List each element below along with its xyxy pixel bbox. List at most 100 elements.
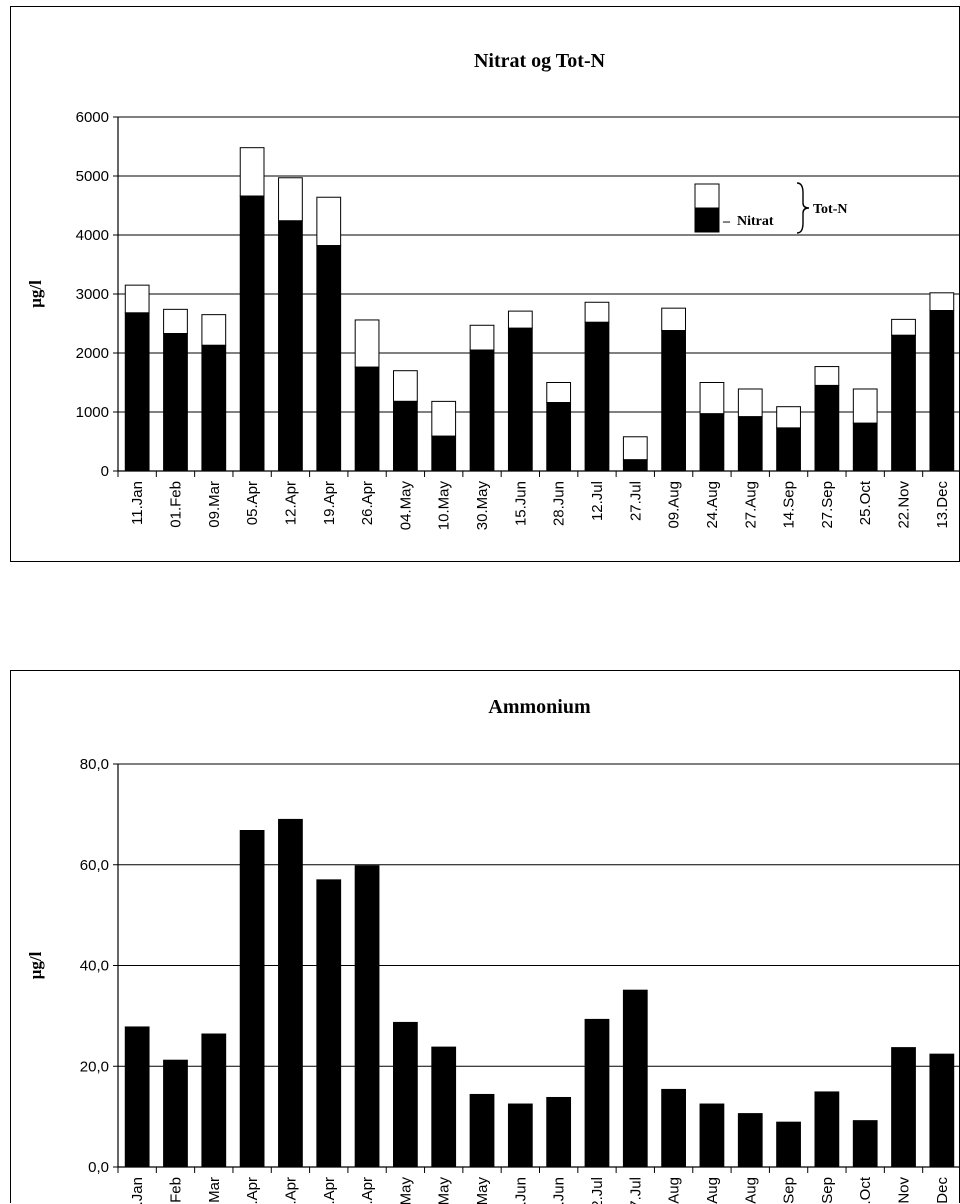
x-tick-label: 10.May — [436, 1177, 453, 1204]
nitrat-totn-chart: Nitrat og Tot-N µg/l 0 1000 2000 3000 4000 50… — [26, 50, 960, 530]
bar-totn-15.Jun — [507, 310, 533, 329]
bar-totn-19.Apr — [316, 196, 342, 247]
ammonium-chart: Ammonium µg/l 0,0 20,0 40,0 60,0 80,0 11.Jan… — [26, 696, 960, 1204]
y-tick-label: 6000 — [76, 109, 109, 126]
x-tick-label: 14.Sep — [781, 481, 798, 529]
bar-27.Aug — [737, 1113, 763, 1168]
x-tick-label: 09.Mar — [206, 1177, 223, 1204]
y-tick-label: 1000 — [76, 404, 109, 421]
x-tick-label: 10.May — [436, 481, 453, 531]
x-tick-label: 15.Jun — [512, 1177, 529, 1204]
bar-nitrat-13.Dec — [929, 310, 955, 472]
x-tick-label: 28.Jun — [551, 1177, 568, 1204]
bar-totn-24.Aug — [699, 382, 725, 415]
bar-totn-01.Feb — [163, 308, 188, 335]
bar-nitrat-27.Aug — [737, 416, 763, 472]
bar-nitrat-12.Jul — [584, 321, 610, 472]
x-tick-label: 12.Jul — [589, 481, 606, 521]
x-tick-label: 19.Apr — [321, 481, 338, 525]
x-tick-labels: 11.Jan 01.Feb 09.Mar 05.Apr 12.Apr 19.Apr 26.A… — [129, 480, 951, 530]
x-tick-label: 15.Jun — [512, 481, 529, 526]
bar-nitrat-12.Apr — [278, 220, 303, 472]
x-tick-label: 27.Aug — [742, 1177, 759, 1204]
x-tick-label: 27.Aug — [742, 481, 759, 529]
x-tick-label: 12.Apr — [282, 1177, 299, 1204]
legend-brace-icon — [796, 182, 810, 234]
x-tick-label: 24.Aug — [704, 481, 721, 529]
bar-nitrat-22.Nov — [891, 334, 916, 472]
legend-label-nitrat: Nitrat — [737, 214, 774, 229]
y-tick-label: 20,0 — [80, 1058, 109, 1075]
bar-05.Apr — [239, 829, 265, 1168]
bar-nitrat-26.Apr — [354, 366, 380, 472]
bar-totn-27.Sep — [814, 366, 840, 386]
x-tick-label: 22.Nov — [896, 1177, 913, 1204]
bar-totn-25.Oct — [852, 388, 878, 424]
y-tick-label: 4000 — [76, 227, 109, 244]
y-axis-label: µg/l — [26, 280, 45, 308]
bar-26.Apr — [354, 865, 380, 1168]
bar-totn-13.Dec — [929, 292, 955, 312]
x-tick-label: 09.Mar — [206, 481, 223, 528]
bar-totn-26.Apr — [354, 319, 380, 368]
x-tick-label: 09.Aug — [666, 1177, 683, 1204]
bar-25.Oct — [852, 1120, 878, 1168]
bar-nitrat-25.Oct — [852, 422, 878, 472]
y-tick-label: 80,0 — [80, 756, 109, 773]
x-tick-label: 11.Jan — [129, 481, 146, 525]
x-tick-label: 27.Sep — [819, 481, 836, 529]
bar-nitrat-27.Jul — [622, 459, 648, 472]
bar-nitrat-15.Jun — [507, 327, 533, 472]
x-tick-label: 05.Apr — [244, 481, 261, 525]
bar-30.May — [469, 1093, 495, 1168]
bar-09.Mar — [201, 1033, 227, 1168]
legend-label-totn: Tot-N — [813, 202, 848, 217]
bar-totn-10.May — [431, 400, 457, 437]
x-tick-label: 05.Apr — [244, 1177, 261, 1204]
axes — [117, 764, 960, 1173]
bar-13.Dec — [929, 1053, 955, 1168]
y-tick-labels: 0 1000 2000 3000 4000 5000 6000 — [76, 109, 109, 480]
bar-totn-12.Jul — [584, 301, 610, 323]
x-tick-label: 22.Nov — [896, 481, 913, 529]
bar-22.Nov — [891, 1047, 916, 1168]
legend-swatch-totn — [694, 183, 720, 209]
bars — [124, 818, 955, 1168]
bars — [124, 147, 955, 472]
bar-totn-22.Nov — [891, 318, 916, 336]
bar-12.Jul — [584, 1018, 610, 1168]
bar-04.May — [393, 1021, 418, 1168]
bar-nitrat-11.Jan — [124, 312, 150, 472]
bar-nitrat-28.Jun — [546, 402, 572, 472]
bar-nitrat-30.May — [469, 349, 495, 472]
bar-nitrat-19.Apr — [316, 245, 342, 472]
x-tick-label: 04.May — [397, 1177, 414, 1204]
y-tick-label: 3000 — [76, 286, 109, 303]
bar-10.May — [431, 1046, 457, 1168]
x-tick-label: 13.Dec — [934, 481, 951, 529]
legend-swatch-nitrat — [694, 207, 720, 233]
bar-totn-04.May — [393, 370, 418, 402]
x-tick-label: 24.Aug — [704, 1177, 721, 1204]
x-tick-label: 25.Oct — [857, 480, 874, 525]
legend-dash: – — [722, 214, 731, 229]
chart-title: Ammonium — [488, 696, 591, 718]
bar-totn-11.Jan — [124, 284, 150, 314]
bar-09.Aug — [661, 1088, 686, 1168]
x-tick-label: 13.Dec — [934, 1177, 951, 1204]
bar-12.Apr — [278, 818, 303, 1168]
chart-title: Nitrat og Tot-N — [474, 50, 606, 72]
bar-totn-27.Aug — [737, 388, 763, 418]
x-tick-labels: 11.Jan 01.Feb 09.Mar 05.Apr 12.Apr 19.Apr 26.A… — [129, 1176, 951, 1204]
axes — [117, 117, 960, 477]
x-tick-label: 19.Apr — [321, 1177, 338, 1204]
x-tick-label: 01.Feb — [167, 1177, 184, 1204]
bar-01.Feb — [163, 1059, 188, 1168]
x-tick-label: 30.May — [474, 481, 491, 531]
bar-27.Jul — [622, 989, 648, 1168]
bar-totn-12.Apr — [278, 177, 303, 222]
bar-14.Sep — [776, 1121, 801, 1168]
y-tick-label: 60,0 — [80, 857, 109, 874]
x-tick-label: 25.Oct — [857, 1176, 874, 1204]
bar-totn-09.Mar — [201, 314, 227, 346]
